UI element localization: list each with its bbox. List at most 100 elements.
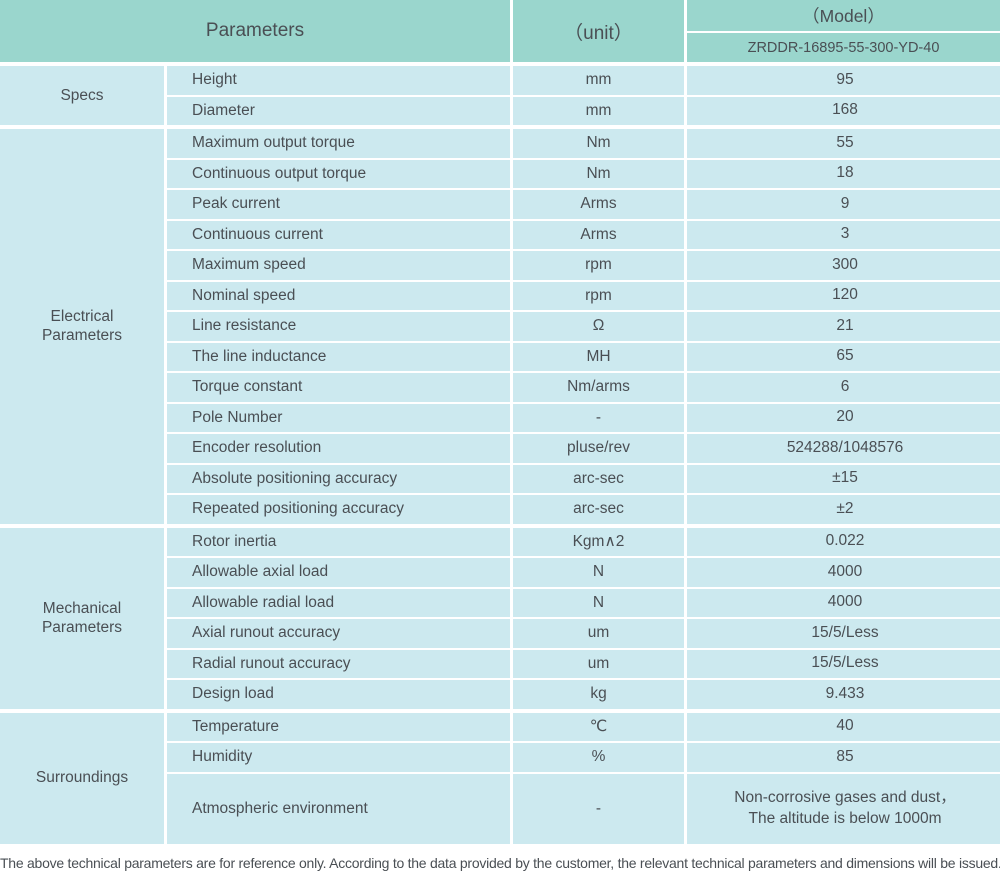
unit-cell: um xyxy=(513,619,684,648)
table-row: Nominal speed rpm 120 xyxy=(167,281,1000,310)
table-row: Continuous output torque Nm 18 xyxy=(167,159,1000,188)
parameter-name-cell: Torque constant xyxy=(167,373,510,402)
parameter-name-cell: Continuous current xyxy=(167,220,510,249)
parameter-name-cell: Design load xyxy=(167,680,510,709)
parameter-name-cell: Axial runout accuracy xyxy=(167,619,510,648)
value-cell: 20 xyxy=(687,403,1000,432)
table-row: Design load kg 9.433 xyxy=(167,680,1000,709)
unit-cell: arc-sec xyxy=(513,464,684,493)
table-body: Specs Height mm 95 Diameter mm 168 Elect… xyxy=(0,66,1000,844)
table-row: Peak current Arms 9 xyxy=(167,190,1000,219)
parameter-name-cell: Height xyxy=(167,66,510,95)
table-row: Torque constant Nm/arms 6 xyxy=(167,373,1000,402)
unit-cell: - xyxy=(513,773,684,844)
column-header-model-group: （Model） ZRDDR-16895-55-300-YD-40 xyxy=(687,0,1000,62)
value-cell: ±15 xyxy=(687,464,1000,493)
parameter-name-cell: Line resistance xyxy=(167,312,510,341)
section-label: Electrical Parameters xyxy=(0,129,164,524)
unit-cell: Arms xyxy=(513,220,684,249)
unit-cell: Nm/arms xyxy=(513,373,684,402)
value-cell: Non-corrosive gases and dust， The altitu… xyxy=(687,773,1000,844)
table-header: Parameters （unit） （Model） ZRDDR-16895-55… xyxy=(0,0,1000,62)
unit-cell: kg xyxy=(513,680,684,709)
unit-cell: mm xyxy=(513,96,684,125)
value-cell: 120 xyxy=(687,281,1000,310)
unit-cell: um xyxy=(513,649,684,678)
table-row: Maximum output torque Nm 55 xyxy=(167,129,1000,158)
table-row: Repeated positioning accuracy arc-sec ±2 xyxy=(167,495,1000,524)
section-label: Specs xyxy=(0,66,164,125)
unit-cell: Nm xyxy=(513,129,684,158)
value-cell: 65 xyxy=(687,342,1000,371)
table-row: Height mm 95 xyxy=(167,66,1000,95)
unit-cell: - xyxy=(513,403,684,432)
table-section: Surroundings Temperature ℃ 40 Humidity %… xyxy=(0,712,1000,844)
value-cell: 40 xyxy=(687,712,1000,741)
table-row: Line resistance Ω 21 xyxy=(167,312,1000,341)
column-header-model: （Model） xyxy=(687,0,1000,31)
parameter-name-cell: Radial runout accuracy xyxy=(167,649,510,678)
value-cell: 55 xyxy=(687,129,1000,158)
section-label: Surroundings xyxy=(0,712,164,844)
parameter-name-cell: Allowable radial load xyxy=(167,588,510,617)
value-cell: 85 xyxy=(687,743,1000,772)
parameter-name-cell: Temperature xyxy=(167,712,510,741)
table-row: Radial runout accuracy um 15/5/Less xyxy=(167,649,1000,678)
parameter-name-cell: Continuous output torque xyxy=(167,159,510,188)
section-rows: Temperature ℃ 40 Humidity % 85 Atmospher… xyxy=(167,712,1000,844)
disclaimer-note: The above technical parameters are for r… xyxy=(0,854,1000,871)
section-rows: Height mm 95 Diameter mm 168 xyxy=(167,66,1000,125)
unit-cell: % xyxy=(513,743,684,772)
unit-cell: ℃ xyxy=(513,712,684,741)
table-row: The line inductance MH 65 xyxy=(167,342,1000,371)
value-cell: 9.433 xyxy=(687,680,1000,709)
column-header-parameters: Parameters xyxy=(0,0,510,62)
value-cell: 4000 xyxy=(687,588,1000,617)
section-rows: Rotor inertia Kgm∧2 0.022 Allowable axia… xyxy=(167,527,1000,709)
unit-cell: rpm xyxy=(513,251,684,280)
parameter-name-cell: Nominal speed xyxy=(167,281,510,310)
parameter-name-cell: Diameter xyxy=(167,96,510,125)
parameter-name-cell: Rotor inertia xyxy=(167,527,510,556)
column-header-unit: （unit） xyxy=(513,0,684,62)
parameter-name-cell: Maximum output torque xyxy=(167,129,510,158)
table-row: Continuous current Arms 3 xyxy=(167,220,1000,249)
table-row: Absolute positioning accuracy arc-sec ±1… xyxy=(167,464,1000,493)
parameter-name-cell: Encoder resolution xyxy=(167,434,510,463)
table-row: Maximum speed rpm 300 xyxy=(167,251,1000,280)
unit-cell: pluse/rev xyxy=(513,434,684,463)
table-row: Humidity % 85 xyxy=(167,743,1000,772)
parameter-name-cell: Maximum speed xyxy=(167,251,510,280)
value-cell: 15/5/Less xyxy=(687,619,1000,648)
table-row: Atmospheric environment - Non-corrosive … xyxy=(167,773,1000,844)
table-row: Diameter mm 168 xyxy=(167,96,1000,125)
parameter-name-cell: Humidity xyxy=(167,743,510,772)
unit-cell: Kgm∧2 xyxy=(513,527,684,556)
value-cell: 0.022 xyxy=(687,527,1000,556)
unit-cell: N xyxy=(513,588,684,617)
unit-cell: mm xyxy=(513,66,684,95)
table-row: Encoder resolution pluse/rev 524288/1048… xyxy=(167,434,1000,463)
value-cell: 18 xyxy=(687,159,1000,188)
value-cell: ±2 xyxy=(687,495,1000,524)
value-cell: 168 xyxy=(687,96,1000,125)
table-section: Specs Height mm 95 Diameter mm 168 xyxy=(0,66,1000,125)
value-cell: 6 xyxy=(687,373,1000,402)
unit-cell: Arms xyxy=(513,190,684,219)
parameter-name-cell: The line inductance xyxy=(167,342,510,371)
value-cell: 3 xyxy=(687,220,1000,249)
table-row: Allowable radial load N 4000 xyxy=(167,588,1000,617)
table-row: Axial runout accuracy um 15/5/Less xyxy=(167,619,1000,648)
table-section: Mechanical Parameters Rotor inertia Kgm∧… xyxy=(0,527,1000,709)
value-cell: 9 xyxy=(687,190,1000,219)
unit-cell: MH xyxy=(513,342,684,371)
parameter-name-cell: Atmospheric environment xyxy=(167,773,510,844)
value-cell: 15/5/Less xyxy=(687,649,1000,678)
value-cell: 95 xyxy=(687,66,1000,95)
table-row: Pole Number - 20 xyxy=(167,403,1000,432)
parameter-name-cell: Repeated positioning accuracy xyxy=(167,495,510,524)
value-cell: 21 xyxy=(687,312,1000,341)
parameter-name-cell: Absolute positioning accuracy xyxy=(167,464,510,493)
table-section: Electrical Parameters Maximum output tor… xyxy=(0,129,1000,524)
